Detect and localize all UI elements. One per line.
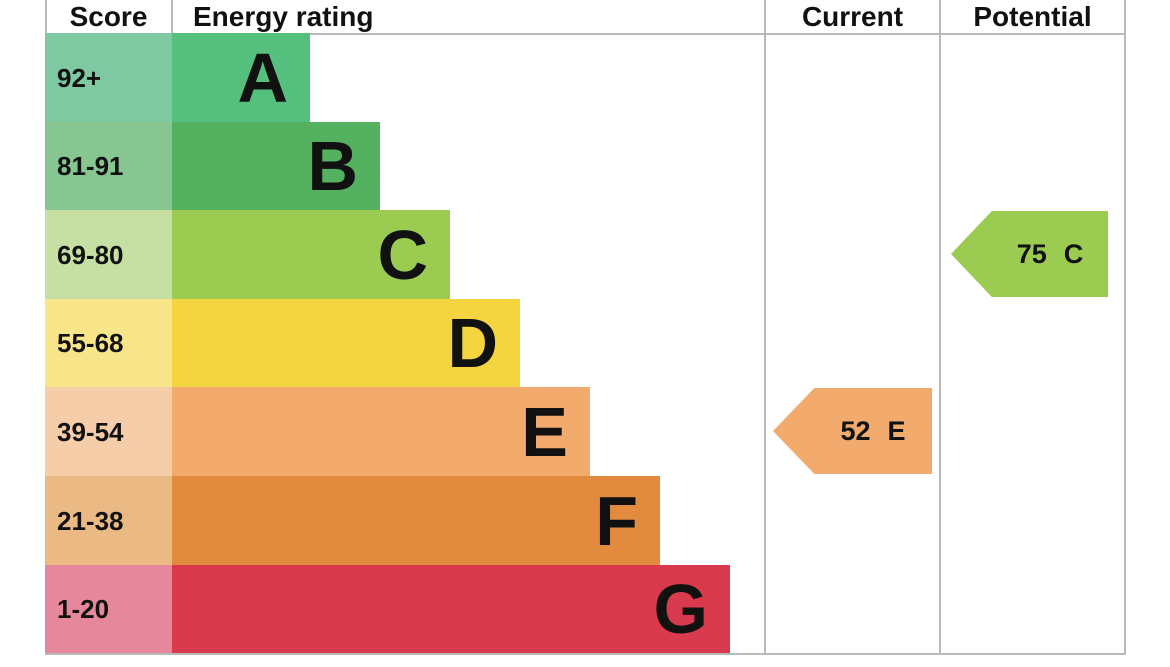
divider-line <box>764 0 766 653</box>
band-letter: C <box>377 215 428 294</box>
band-score-range: 55-68 <box>45 299 172 387</box>
header-potential: Potential <box>973 0 1092 32</box>
current-band-letter: E <box>887 415 906 446</box>
band-letter: D <box>447 304 498 382</box>
band-bar: F <box>172 476 660 565</box>
header-score: Score <box>69 0 148 32</box>
current-value: 52 <box>840 415 871 446</box>
band-letter: B <box>307 127 358 205</box>
band-score-range: 21-38 <box>45 476 172 565</box>
band-letter: F <box>595 481 638 560</box>
band-bar: B <box>172 122 380 210</box>
divider-line <box>939 0 941 653</box>
divider-line <box>171 0 173 33</box>
band-letter: A <box>237 38 288 117</box>
potential-value: 75 <box>1016 238 1047 269</box>
divider-line <box>1124 0 1126 653</box>
band-score-range: 39-54 <box>45 387 172 476</box>
band-score-range: 69-80 <box>45 210 172 299</box>
header-energy-rating: Energy rating <box>193 0 374 32</box>
band-letter: E <box>521 392 568 471</box>
band-letter: G <box>653 570 708 648</box>
divider-line <box>45 0 47 33</box>
potential-rating-arrow: 75 C <box>951 211 1108 297</box>
band-bar: C <box>172 210 450 299</box>
band-bar: E <box>172 387 590 476</box>
current-rating-arrow: 52 E <box>773 388 932 474</box>
header-current: Current <box>801 0 904 32</box>
divider-line <box>45 653 1126 655</box>
divider-line <box>45 33 1126 35</box>
potential-band-letter: C <box>1063 238 1084 269</box>
band-score-range: 92+ <box>45 33 172 122</box>
band-score-range: 1-20 <box>45 565 172 653</box>
band-bar: D <box>172 299 520 387</box>
band-bar: G <box>172 565 730 653</box>
band-score-range: 81-91 <box>45 122 172 210</box>
band-bar: A <box>172 33 310 122</box>
